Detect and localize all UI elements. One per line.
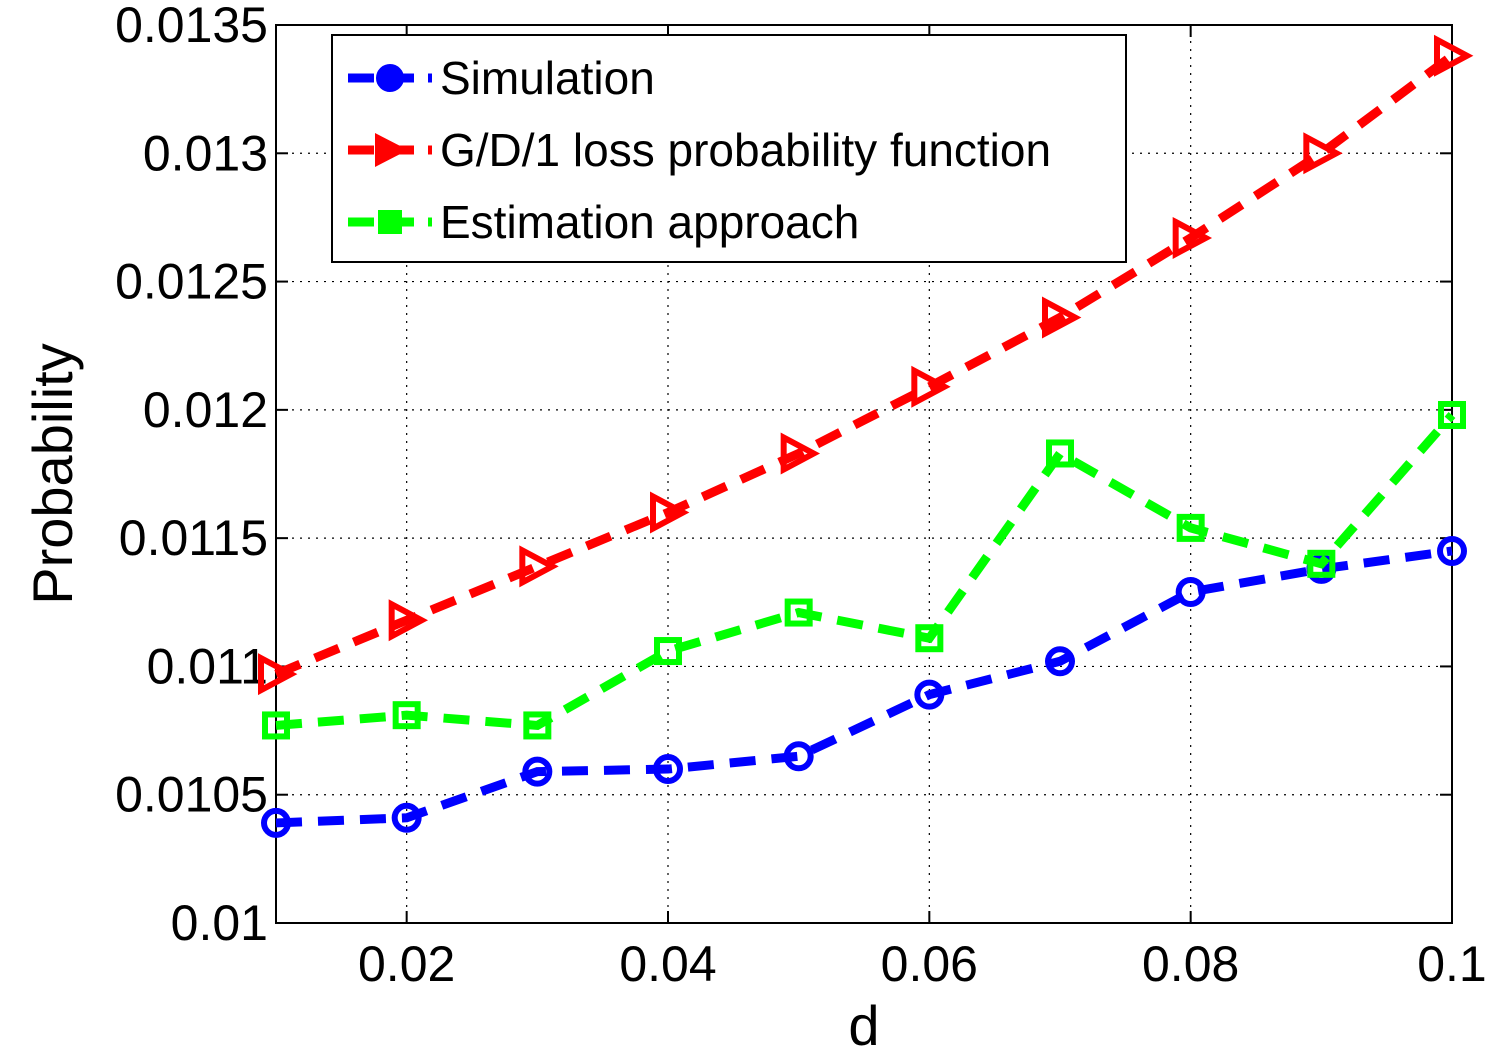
series-layer [258, 34, 1474, 838]
data-point [915, 624, 944, 653]
data-point [1172, 216, 1213, 259]
legend-box [331, 34, 1127, 263]
data-point [258, 653, 298, 696]
legend: Simulation G/D/1 loss probability functio… [331, 34, 1127, 263]
data-point [1176, 513, 1205, 542]
y-tick-label: 0.0125 [115, 254, 268, 310]
y-tick-label: 0.0135 [115, 0, 268, 53]
data-point [654, 637, 682, 666]
marker-ring [1045, 646, 1075, 677]
axis-ticks: 0.01 0.0105 0.011 0.0115 0.012 0.0125 0.013 0.0… [115, 0, 1487, 992]
grid [276, 25, 1452, 923]
x-tick-label: 0.04 [619, 936, 716, 992]
marker-ring [783, 741, 814, 772]
legend-label: Simulation [440, 52, 655, 104]
marker-ring [522, 756, 553, 787]
data-point [783, 741, 814, 772]
marker-box [1046, 439, 1074, 468]
data-point [1434, 34, 1474, 77]
y-axis-label: Probability [21, 343, 84, 604]
data-point [1042, 296, 1082, 339]
data-point [1307, 549, 1336, 578]
data-point [1438, 400, 1466, 429]
series-line [275, 546, 1453, 828]
data-point [653, 754, 683, 785]
marker-ring [653, 754, 683, 785]
marker-box [654, 637, 682, 666]
data-point [391, 802, 422, 833]
x-tick-label: 0.1 [1417, 936, 1487, 992]
marker-ring [1437, 535, 1467, 566]
legend-item: Estimation approach [348, 196, 859, 248]
data-point [519, 545, 559, 588]
data-point [1046, 439, 1074, 468]
marker-box [392, 701, 421, 730]
series-line [275, 412, 1456, 731]
marker-ring [391, 802, 422, 833]
x-tick-label: 0.06 [881, 936, 978, 992]
data-point [262, 711, 290, 740]
data-point [650, 491, 690, 534]
data-point [914, 679, 945, 710]
plot-area-frame [275, 24, 1453, 924]
y-tick-label: 0.01 [171, 895, 268, 951]
marker-box [1176, 513, 1205, 542]
data-point [1437, 535, 1467, 566]
x-axis-label: d [848, 994, 879, 1055]
data-point [523, 711, 552, 740]
data-point [1303, 132, 1343, 175]
marker-box [523, 711, 552, 740]
marker-box [784, 598, 813, 627]
y-tick-label: 0.012 [143, 382, 268, 438]
data-point [522, 756, 553, 787]
data-point [261, 807, 291, 838]
data-point [780, 432, 821, 475]
legend-marker [376, 64, 404, 92]
marker-box [1307, 549, 1336, 578]
data-point [388, 599, 429, 642]
data-point [911, 365, 951, 408]
y-tick-label: 0.0105 [115, 767, 268, 823]
legend-marker [378, 210, 402, 234]
y-tick-label: 0.0115 [119, 510, 268, 566]
marker-box [915, 624, 944, 653]
data-point [392, 701, 421, 730]
x-tick-label: 0.08 [1142, 936, 1239, 992]
legend-label: Estimation approach [440, 196, 859, 248]
legend-marker [375, 133, 408, 167]
legend-item: Simulation [348, 52, 655, 104]
data-point [784, 598, 813, 627]
data-point [1175, 577, 1206, 608]
series-line [274, 52, 1455, 679]
y-tick-label: 0.013 [143, 125, 268, 181]
legend-label: G/D/1 loss probability function [440, 124, 1051, 176]
y-tick-label: 0.011 [147, 638, 268, 694]
marker-ring [1175, 577, 1206, 608]
series-g-d-1-loss-probability-function [258, 34, 1474, 696]
series-estimation-approach [262, 400, 1466, 740]
marker-box [262, 711, 290, 740]
marker-ring [261, 807, 291, 838]
data-point [1045, 646, 1075, 677]
x-tick-label: 0.02 [358, 936, 455, 992]
legend-item: G/D/1 loss probability function [348, 124, 1051, 176]
marker-ring [914, 679, 945, 710]
marker-box [1438, 400, 1466, 429]
series-simulation [261, 535, 1467, 838]
